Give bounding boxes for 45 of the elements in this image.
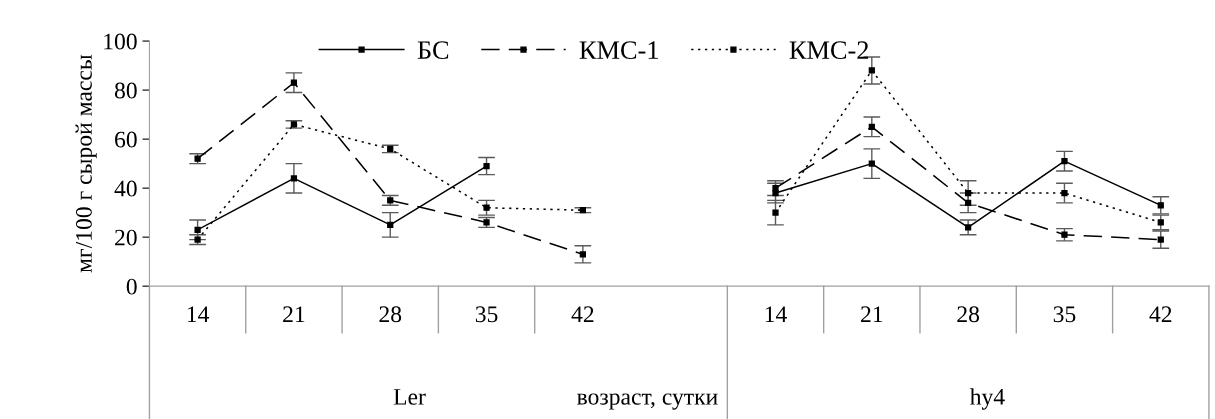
point (965, 224, 972, 231)
point (772, 185, 779, 192)
text: Ler (393, 389, 426, 405)
point (1157, 219, 1164, 226)
text: hy4 (969, 388, 1005, 410)
point (387, 221, 394, 229)
x-tick-label: 28 (957, 306, 980, 323)
x-tick-label: 14 (187, 306, 210, 323)
x-axis-title: возраст, сутки (577, 393, 718, 410)
point (772, 189, 779, 197)
point (483, 204, 490, 211)
point (579, 251, 586, 258)
y-tick-label: 20 (115, 229, 137, 246)
point (1157, 202, 1164, 209)
y-tick-label: 80 (114, 82, 137, 99)
point (1061, 189, 1068, 197)
y-tick-label: 40 (114, 180, 137, 197)
legend-label: КМС-1 (579, 41, 658, 60)
legend-label: БС (417, 41, 449, 60)
x-tick-label: 42 (1149, 306, 1172, 323)
point (965, 199, 972, 206)
point (1061, 158, 1068, 165)
y-axis-title: мг/100 г сырой массы (75, 54, 97, 273)
point (1061, 231, 1068, 238)
x-tick-label: 28 (379, 306, 402, 323)
point (290, 175, 298, 182)
point (965, 189, 972, 197)
point (772, 209, 779, 216)
x-tick-label: 21 (861, 306, 883, 323)
point (483, 162, 490, 170)
point (868, 67, 875, 74)
x-tick-label: 35 (1053, 306, 1076, 323)
point (290, 79, 298, 86)
x-tick-label: 35 (475, 306, 498, 323)
x-tick-label: 21 (283, 306, 305, 323)
legend-label: КМС-2 (789, 41, 869, 60)
point (1157, 236, 1164, 243)
y-tick-label: 0 (126, 278, 137, 295)
x-tick-label: 14 (765, 306, 787, 323)
y-tick-label: 60 (115, 131, 137, 148)
x-tick-label: 42 (571, 306, 594, 323)
y-tick-label: 100 (104, 33, 137, 50)
point (868, 160, 875, 167)
point (868, 123, 875, 130)
point (194, 226, 201, 233)
